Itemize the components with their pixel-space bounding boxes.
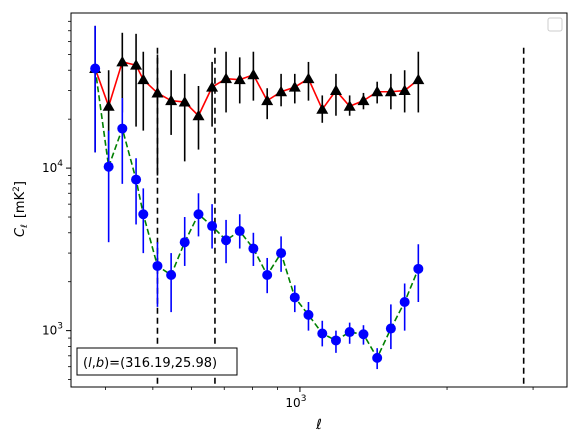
series-1-point-23	[399, 297, 410, 308]
series-0-point-1	[102, 100, 115, 111]
series-1-point-5	[152, 260, 163, 271]
series-1-point-2	[117, 123, 128, 134]
series-0-point-22	[384, 85, 397, 97]
series-1-point-20	[358, 329, 369, 340]
plot-background	[71, 13, 567, 387]
series-1-point-12	[248, 243, 259, 254]
series-0-point-20	[357, 94, 370, 106]
series-0-point-16	[302, 72, 315, 84]
vertical-lines	[156, 47, 525, 387]
plot-frame	[70, 12, 568, 388]
ticks: 103 104 103	[42, 20, 534, 410]
series-1-point-19	[344, 327, 355, 338]
series-1-point-3	[131, 174, 142, 185]
series-0-point-12	[247, 68, 260, 80]
series-0-point-15	[288, 81, 301, 92]
series-0-point-21	[371, 85, 384, 97]
annotation-frame	[76, 347, 238, 376]
series-0-point-2	[116, 55, 129, 67]
series-1-point-0	[90, 63, 101, 74]
series-0-point-9	[206, 81, 219, 92]
series-1-point-1	[103, 161, 114, 172]
series-1-point-15	[289, 292, 300, 303]
series-1-point-10	[221, 235, 232, 246]
x-tick-label-0: 103	[285, 394, 306, 410]
annotation-box: (l,b)=(316.19,25.98)	[76, 347, 238, 376]
y-axis-label: Cℓ[mK2]	[12, 181, 30, 237]
series-1-point-22	[385, 323, 396, 334]
series-1-point-6	[166, 269, 177, 280]
y-tick-label-0: 103	[42, 322, 63, 338]
series-1-point-11	[234, 226, 245, 237]
series-0-point-14	[275, 85, 288, 97]
annotation-text: (l,b)=(316.19,25.98)	[83, 356, 217, 371]
series-0-point-13	[261, 94, 274, 106]
series-1-point-14	[276, 248, 287, 259]
series-1-point-18	[330, 335, 341, 346]
series-0-point-24	[412, 73, 425, 85]
series-1-point-7	[179, 237, 190, 248]
series-1-point-4	[138, 209, 149, 220]
series-1-point-17	[317, 328, 328, 339]
series-0-point-6	[165, 94, 178, 106]
series-0-point-7	[178, 96, 191, 107]
series-1-point-9	[207, 221, 218, 232]
series-0-point-5	[151, 86, 164, 98]
series-0-point-8	[192, 109, 205, 121]
series-0-point-3	[130, 59, 143, 70]
series-0-point-11	[233, 73, 246, 85]
legend	[547, 17, 563, 32]
legend-frame	[547, 17, 563, 32]
series-0-point-23	[398, 84, 411, 96]
y-tick-label-1: 104	[42, 159, 63, 175]
series-1-point-16	[303, 309, 314, 320]
x-axis-label: ℓ	[315, 417, 322, 433]
series-0-point-10	[220, 72, 233, 84]
series-0-point-4	[137, 73, 150, 85]
series-1-point-8	[193, 209, 204, 220]
series-0-point-18	[329, 84, 342, 96]
series-layer	[89, 25, 425, 370]
series-1-point-24	[413, 263, 424, 274]
series-0-point-19	[343, 100, 356, 111]
series-1-point-13	[262, 269, 273, 280]
series-1	[90, 25, 424, 370]
series-0-point-17	[316, 103, 329, 114]
series-1-point-21	[372, 352, 383, 363]
